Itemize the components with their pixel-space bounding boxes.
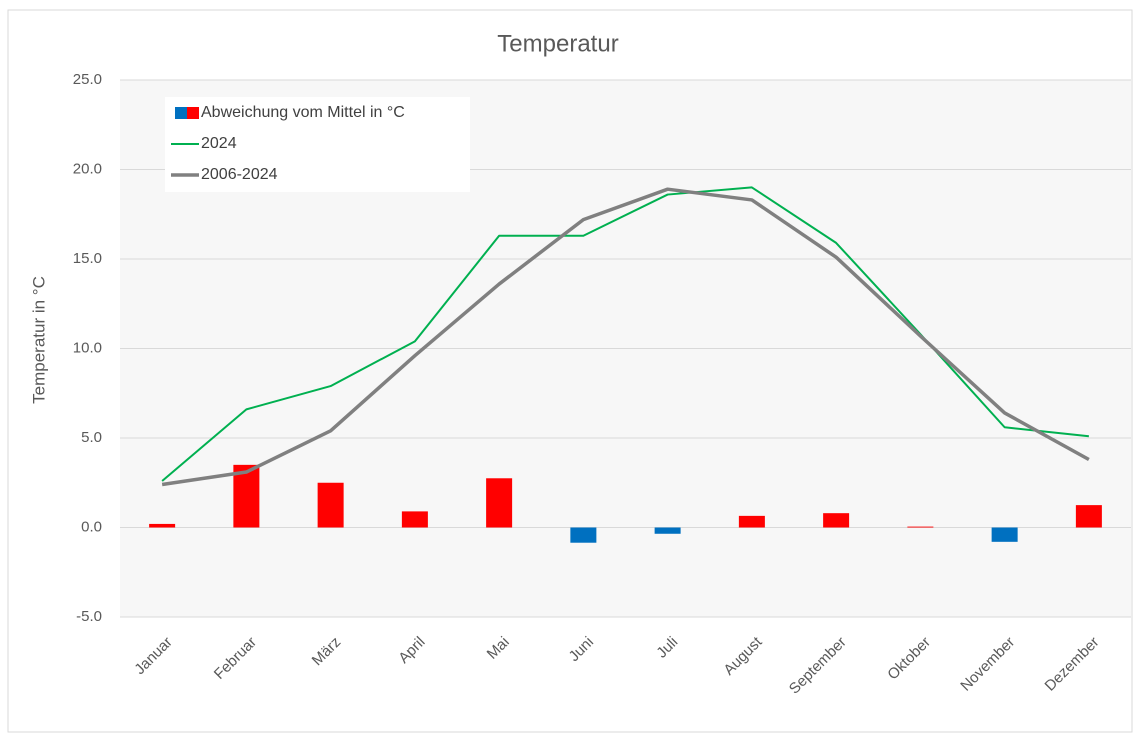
legend-label: Abweichung vom Mittel in °C — [201, 104, 405, 121]
bar — [486, 478, 513, 528]
bar — [823, 513, 850, 528]
legend-box — [165, 97, 470, 192]
bar — [317, 482, 344, 528]
legend-label: 2006-2024 — [201, 166, 278, 183]
chart-title: Temperatur — [497, 30, 618, 57]
bar — [991, 527, 1018, 542]
y-tick-label: 5.0 — [81, 429, 102, 446]
line — [161, 187, 1090, 487]
legend-swatch — [187, 107, 199, 119]
y-tick-label: 15.0 — [73, 250, 102, 267]
y-tick-label: 0.0 — [81, 518, 102, 535]
legend-swatch — [175, 107, 187, 119]
bar — [654, 527, 681, 534]
bar — [907, 526, 934, 528]
bar — [401, 511, 428, 528]
legend-label: 2024 — [201, 135, 237, 152]
y-tick-label: -5.0 — [76, 608, 102, 625]
bar — [149, 523, 176, 528]
y-tick-label: 25.0 — [73, 71, 102, 88]
y-tick-label: 20.0 — [73, 160, 102, 177]
y-axis-label: Temperatur in °C — [29, 276, 48, 404]
bar — [570, 527, 597, 543]
y-tick-label: 10.0 — [73, 339, 102, 356]
bar — [233, 464, 260, 528]
bar — [1075, 505, 1102, 528]
bar — [738, 515, 765, 528]
